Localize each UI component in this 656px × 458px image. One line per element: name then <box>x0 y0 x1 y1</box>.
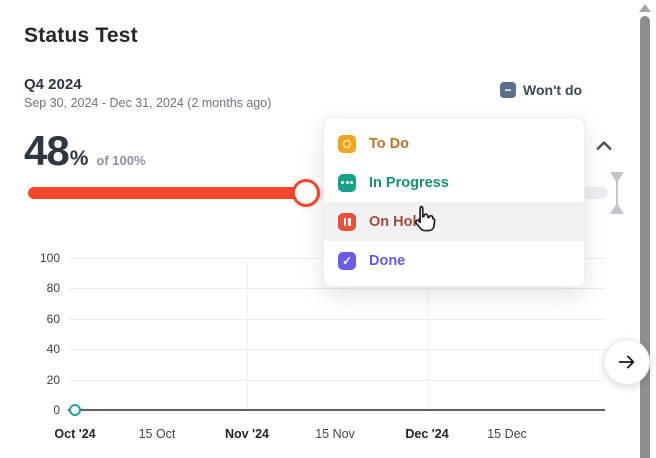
dropdown-item-label: To Do <box>369 135 409 152</box>
dropdown-item-label: In Progress <box>369 174 449 191</box>
gridline-dec <box>428 258 429 410</box>
x-tick-label: Nov '24 <box>225 427 269 441</box>
dropdown-item-on-hold[interactable]: On Hold <box>324 202 584 241</box>
x-tick-label: 15 Dec <box>487 427 527 441</box>
gridline-80 <box>68 288 605 289</box>
minus-icon: − <box>500 82 516 98</box>
ellipsis-icon <box>338 173 356 192</box>
x-axis-line <box>68 409 605 411</box>
page-title: Status Test <box>24 24 138 47</box>
period-name: Q4 2024 <box>24 76 82 93</box>
x-tick-label: 15 Oct <box>138 427 176 441</box>
progress-of-label: of 100% <box>96 153 146 168</box>
dropdown-item-in-progress[interactable]: In Progress <box>324 163 584 202</box>
x-tick-label: Oct '24 <box>54 427 96 441</box>
gridline-nov <box>247 258 248 410</box>
i-beam-line <box>616 181 618 205</box>
circle-outline-icon <box>338 134 356 153</box>
legend-wont-do[interactable]: − Won't do <box>500 82 582 98</box>
y-tick-label: 100 <box>39 251 60 265</box>
y-tick-label: 0 <box>53 403 60 417</box>
gridline-60 <box>68 319 605 320</box>
x-tick-label: 15 Nov <box>315 427 355 441</box>
progress-percent-sign: % <box>69 147 89 170</box>
check-icon: ✓ <box>338 251 356 270</box>
pause-icon <box>338 212 356 231</box>
progress-slider-handle[interactable] <box>292 179 320 207</box>
x-tick-label: Dec '24 <box>405 427 449 441</box>
next-button[interactable] <box>604 339 650 385</box>
y-tick-label: 60 <box>46 312 60 326</box>
dropdown-item-to-do[interactable]: To Do <box>324 124 584 163</box>
gridline-20 <box>68 380 605 381</box>
period-date-range: Sep 30, 2024 - Dec 31, 2024 (2 months ag… <box>24 96 272 110</box>
chevron-up-icon[interactable] <box>593 135 615 157</box>
y-tick-label: 40 <box>46 342 60 356</box>
y-tick-label: 20 <box>46 373 60 387</box>
i-beam-bottom-triangle <box>610 203 624 214</box>
y-tick-label: 80 <box>46 281 60 295</box>
progress-stat: 48 % of 100% <box>24 130 146 172</box>
dropdown-item-label: On Hold <box>369 213 426 230</box>
scrollbar-up-arrow[interactable] <box>639 4 651 12</box>
i-beam-top-triangle <box>610 172 624 183</box>
dropdown-item-done[interactable]: ✓ Done <box>324 241 584 280</box>
progress-slider-fill <box>28 187 306 199</box>
status-dropdown: To Do In Progress On Hold ✓ Done <box>323 117 585 287</box>
dropdown-item-label: Done <box>369 252 406 269</box>
legend-wont-do-label: Won't do <box>523 82 583 98</box>
progress-value: 48 <box>24 127 70 174</box>
arrow-right-icon <box>618 355 635 369</box>
series-start-marker <box>69 404 81 416</box>
gridline-40 <box>68 349 605 350</box>
i-beam-handle[interactable] <box>610 172 624 214</box>
scrollbar-thumb[interactable] <box>640 16 650 458</box>
